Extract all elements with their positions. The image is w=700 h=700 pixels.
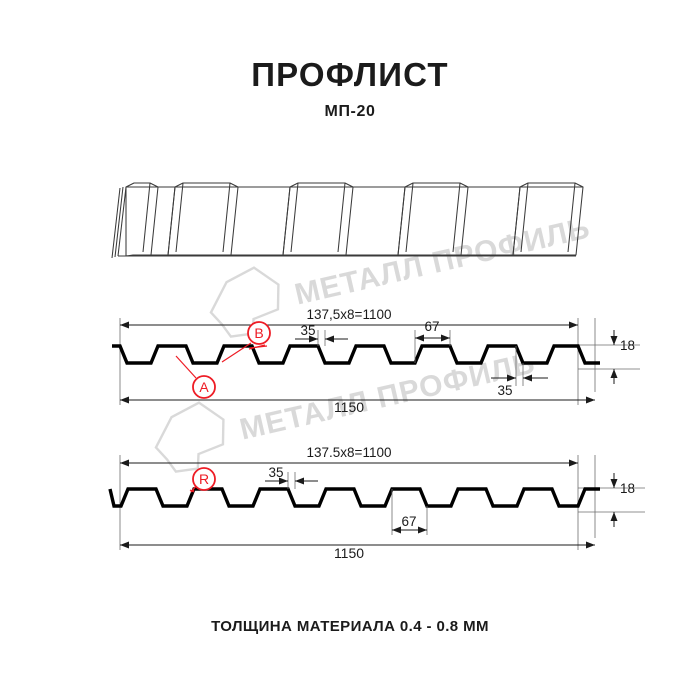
dimension-flat-top-35-bottom-label: 35 [268,465,283,480]
dimension-overall-1150-bottom-label: 1150 [334,545,364,561]
dimension-overall-1150-bottom: 1150 [120,541,595,561]
dimension-flat-top-35-right-label: 35 [497,383,512,398]
dimension-pitch-top: 137,5x8=1100 [120,307,578,329]
marker-r-label: R [199,471,209,487]
dimension-height-18-top-label: 18 [620,338,635,353]
dimension-trough-67: 67 [414,319,451,363]
marker-a: A [175,355,216,399]
dimension-pitch-bottom: 137.5x8=1100 [120,445,578,467]
material-thickness-note: ТОЛЩИНА МАТЕРИАЛА 0.4 - 0.8 ММ [211,618,489,635]
marker-b-label: B [254,325,263,341]
dimension-trough-67-bottom-label: 67 [401,514,416,529]
watermark-logo-icon [154,401,225,473]
dimension-overall-1150-top: 1150 [120,396,595,415]
dimension-pitch-top-label: 137,5x8=1100 [307,307,392,322]
page-title: ПРОФЛИСТ [251,56,449,93]
marker-r-circle [192,467,216,491]
marker-a-circle [192,375,216,399]
dimension-trough-67-label: 67 [424,319,439,334]
marker-a-label: A [199,379,209,395]
watermark-label: МЕТАЛЛ ПРОФИЛЬ [292,211,594,311]
marker-b: B [221,321,271,363]
dimension-height-18-bottom: 18 [610,473,635,527]
dimension-flat-top-35: 35 [295,323,348,346]
watermark-upper: МЕТАЛЛ ПРОФИЛЬ [209,211,594,338]
dimension-flat-top-35-bottom: 35 [265,465,318,489]
marker-b-circle [247,321,271,345]
dimension-flat-top-35-label: 35 [300,323,315,338]
watermark-logo-icon [209,266,280,338]
profile-section-r: 137.5x8=1100 35 67 [108,445,645,561]
construction-lines [119,318,640,405]
dimension-trough-67-bottom: 67 [391,489,428,535]
dimension-height-18-bottom-label: 18 [620,481,635,496]
model-subtitle: МП-20 [324,103,376,120]
profile-section-a-b: 137,5x8=1100 35 67 [112,307,640,415]
profile-waveform-top [112,344,600,365]
dimension-flat-top-35-right: 35 [491,346,548,398]
profile-waveform-bottom [108,487,600,508]
dimension-overall-1150-top-label: 1150 [334,399,364,415]
corrugation-ribs [125,182,584,257]
dimension-height-18-top: 18 [610,330,635,384]
dimension-pitch-bottom-label: 137.5x8=1100 [307,445,392,460]
marker-r: R [189,467,216,493]
isometric-profile-sheet [111,182,584,259]
